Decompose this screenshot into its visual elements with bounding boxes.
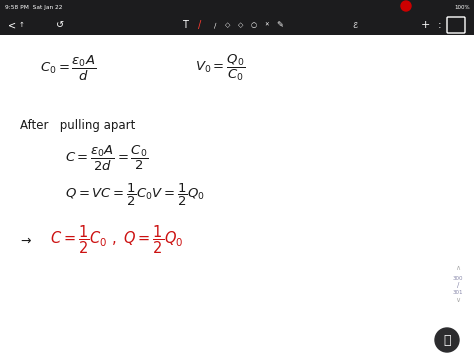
Text: 300: 300 [453, 275, 463, 280]
Text: $Q = VC = \dfrac{1}{2}C_0 V = \dfrac{1}{2}Q_0$: $Q = VC = \dfrac{1}{2}C_0 V = \dfrac{1}{… [65, 182, 205, 208]
Text: +: + [420, 20, 430, 30]
Text: ✕: ✕ [264, 22, 269, 27]
Text: ℰ: ℰ [353, 21, 357, 29]
Text: ∧: ∧ [456, 265, 461, 271]
Text: ∕: ∕ [214, 22, 216, 28]
Circle shape [401, 1, 411, 11]
Text: After   pulling apart: After pulling apart [20, 119, 136, 131]
Text: :: : [438, 20, 442, 30]
Text: <: < [8, 20, 16, 30]
Text: $C_0 = \dfrac{\varepsilon_0 A}{d}$: $C_0 = \dfrac{\varepsilon_0 A}{d}$ [40, 53, 96, 83]
Circle shape [435, 328, 459, 352]
Text: 9:58 PM  Sat Jan 22: 9:58 PM Sat Jan 22 [5, 5, 63, 10]
Text: ◇: ◇ [225, 22, 231, 28]
Text: ✎: ✎ [276, 21, 283, 29]
Text: $V_0 = \dfrac{Q_0}{C_0}$: $V_0 = \dfrac{Q_0}{C_0}$ [195, 53, 245, 83]
Text: /: / [199, 20, 201, 30]
Text: ∨: ∨ [456, 297, 461, 303]
Text: 301: 301 [453, 289, 463, 295]
Text: T: T [182, 20, 188, 30]
Text: $C = \dfrac{\varepsilon_0 A}{2d} = \dfrac{C_0}{2}$: $C = \dfrac{\varepsilon_0 A}{2d} = \dfra… [65, 143, 148, 173]
Text: ○: ○ [251, 22, 257, 28]
Text: ⌕: ⌕ [443, 333, 451, 346]
Text: ↺: ↺ [56, 20, 64, 30]
Text: $\rightarrow$: $\rightarrow$ [18, 234, 32, 246]
Text: ◇: ◇ [238, 22, 244, 28]
Text: ↑: ↑ [19, 22, 25, 28]
Text: 100%: 100% [455, 5, 470, 10]
Text: $C = \dfrac{1}{2}C_0 \ , \ Q = \dfrac{1}{2}Q_0$: $C = \dfrac{1}{2}C_0 \ , \ Q = \dfrac{1}… [50, 224, 183, 256]
Bar [0, 0, 474, 35]
Text: /: / [457, 282, 459, 288]
